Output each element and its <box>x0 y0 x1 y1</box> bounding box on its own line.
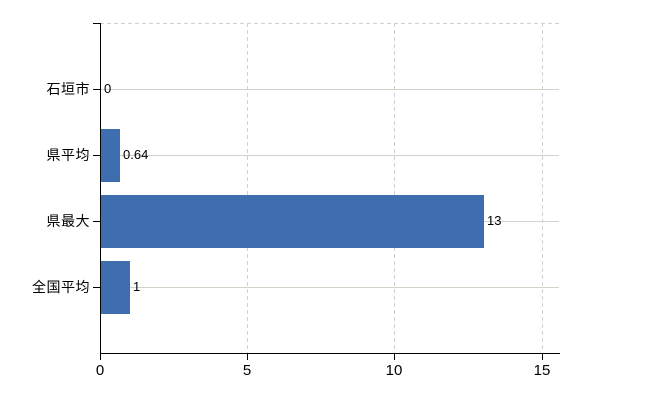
x-tick-label: 0 <box>95 362 105 379</box>
x-tick-label: 5 <box>242 362 252 379</box>
x-tick-label: 10 <box>385 362 403 379</box>
bar-value-label: 0.64 <box>123 147 149 163</box>
x-tick <box>542 354 543 360</box>
y-tick <box>93 221 100 222</box>
category-label: 全国平均 <box>32 279 90 295</box>
plot-top-border <box>100 23 559 24</box>
bar <box>101 261 130 314</box>
category-label: 石垣市 <box>46 81 90 97</box>
y-tick <box>93 155 100 156</box>
x-tick <box>394 354 395 360</box>
x-gridline <box>247 23 248 353</box>
y-axis-top-tick <box>93 23 101 24</box>
bar-value-label: 0 <box>104 81 112 97</box>
y-tick <box>93 287 100 288</box>
y-gridline <box>101 155 559 156</box>
y-gridline <box>101 287 559 288</box>
x-tick <box>100 354 101 360</box>
x-axis <box>100 353 560 354</box>
y-gridline <box>101 89 559 90</box>
bar-value-label: 13 <box>487 213 502 229</box>
y-axis <box>100 23 101 360</box>
bar <box>101 129 120 182</box>
x-tick <box>247 354 248 360</box>
x-gridline <box>394 23 395 353</box>
x-tick-label: 15 <box>533 362 551 379</box>
category-label: 県最大 <box>46 213 90 229</box>
category-label: 県平均 <box>46 147 90 163</box>
bar <box>101 195 484 248</box>
x-gridline <box>542 23 543 353</box>
y-tick <box>93 89 100 90</box>
bar-value-label: 1 <box>133 279 141 295</box>
